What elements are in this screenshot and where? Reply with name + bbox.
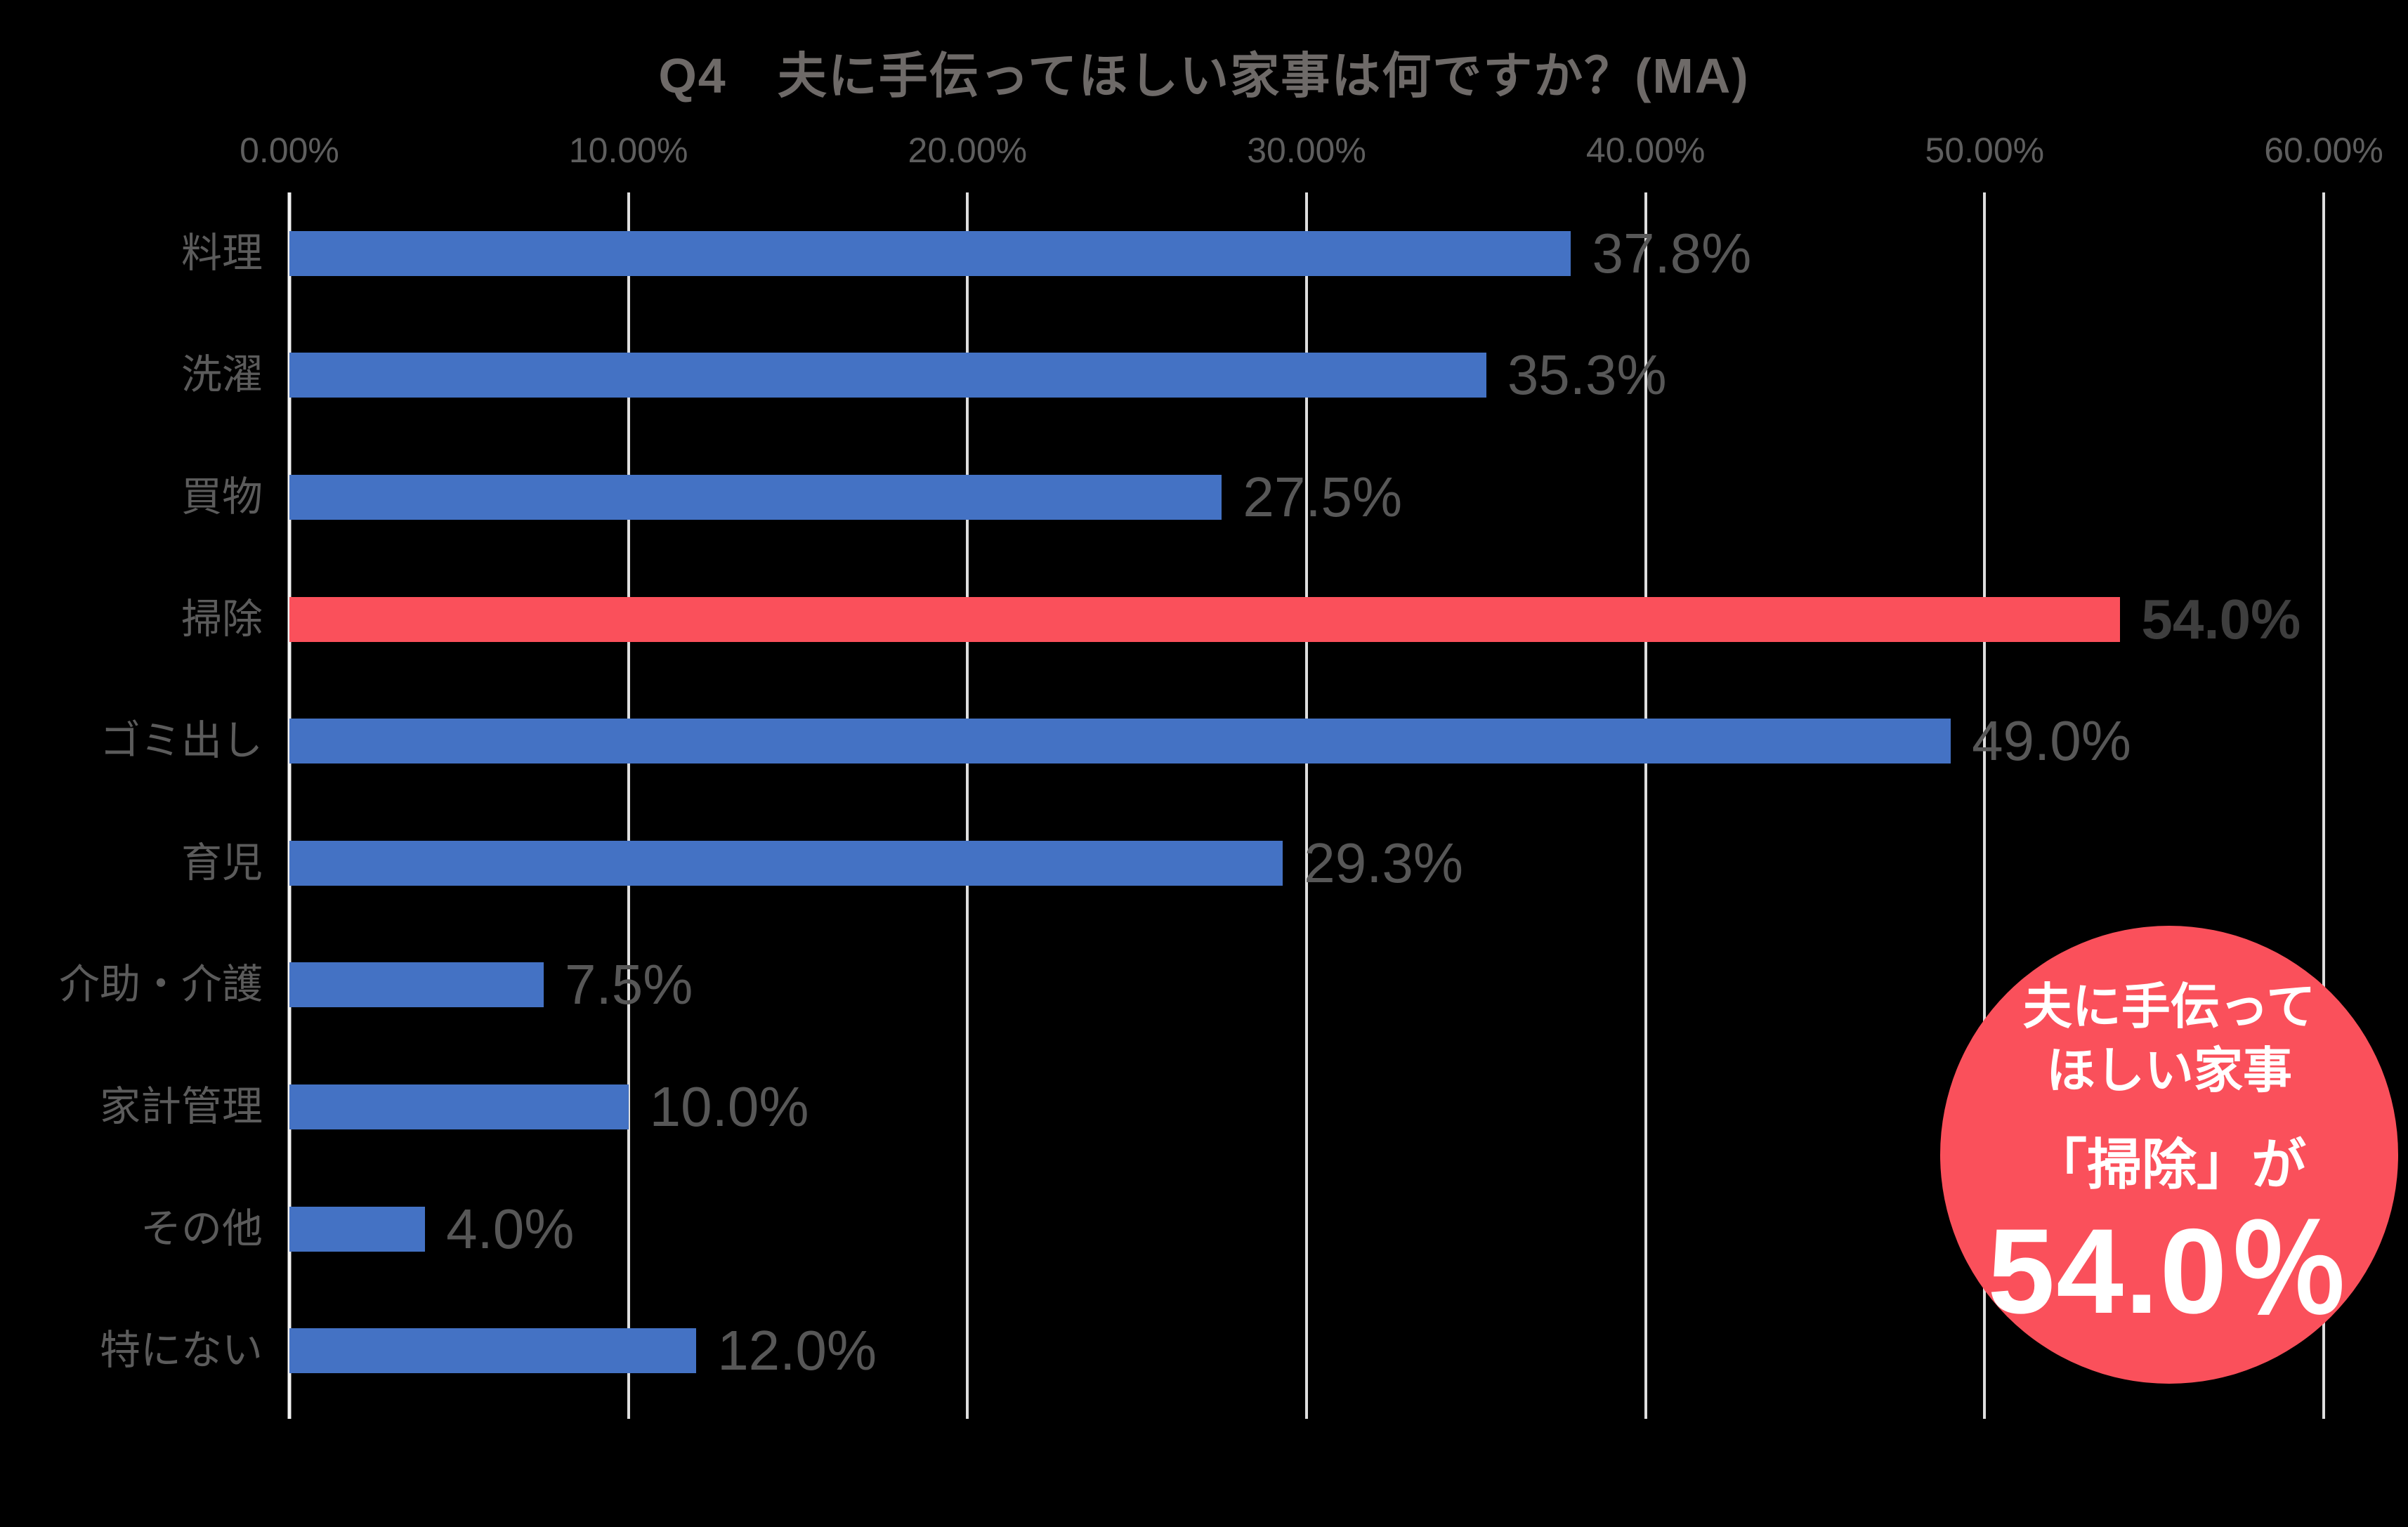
bar-track: 27.5% <box>289 436 2324 558</box>
bar-track: 12.0% <box>289 1290 2324 1412</box>
bar <box>289 1328 697 1374</box>
value-label: 49.0% <box>1972 709 2131 773</box>
bar <box>289 1084 629 1129</box>
x-tick-label: 0.00% <box>240 131 339 170</box>
bar-track: 49.0% <box>289 680 2324 802</box>
bar-highlighted <box>289 596 2121 642</box>
bar <box>289 962 544 1008</box>
bar-track: 35.3% <box>289 315 2324 437</box>
gridline <box>966 192 969 1419</box>
bar-row: 家計管理 10.0% <box>0 1046 2324 1168</box>
badge-line-3: 「掃除」が <box>2031 1133 2306 1195</box>
x-tick-label: 30.00% <box>1247 131 1366 170</box>
bar-track: 37.8% <box>289 192 2324 315</box>
category-label: 家計管理 <box>99 1083 263 1129</box>
badge-line-1: 夫に手伝って <box>2022 978 2316 1034</box>
bar-row: 育児 29.3% <box>0 802 2324 924</box>
value-label: 12.0% <box>717 1319 877 1382</box>
bar-track: 54.0% <box>289 558 2324 681</box>
gridline <box>1305 192 1308 1419</box>
y-axis-line <box>287 192 292 1419</box>
value-label: 4.0% <box>446 1197 575 1260</box>
category-label: 買物 <box>181 473 263 520</box>
x-tick-label: 50.00% <box>1925 131 2045 170</box>
value-label: 10.0% <box>649 1075 809 1138</box>
gridline <box>2322 192 2325 1419</box>
bar-row: 料理 37.8% <box>0 192 2324 315</box>
x-tick-label: 60.00% <box>2264 131 2383 170</box>
x-tick-label: 40.00% <box>1585 131 1706 170</box>
bar-rows: 料理 37.8% 洗濯 35.3% 買物 27.5% 掃除 54.0% ゴミ出し 49.0% 育児 2… <box>0 192 2324 1412</box>
gridline <box>1983 192 1987 1419</box>
category-label: 料理 <box>181 230 263 276</box>
x-tick-label: 20.00% <box>908 131 1028 170</box>
bar <box>289 474 1222 520</box>
value-label: 27.5% <box>1243 465 1403 528</box>
gridline <box>627 192 630 1419</box>
bar-row: 特にない 12.0% <box>0 1290 2324 1412</box>
category-label: ゴミ出し <box>99 718 263 764</box>
bar <box>289 353 1486 398</box>
bar-track: 7.5% <box>289 924 2324 1047</box>
grid-layer <box>287 192 2325 1419</box>
bar-track: 10.0% <box>289 1046 2324 1168</box>
bar-track: 29.3% <box>289 802 2324 924</box>
value-label: 37.8% <box>1592 221 1752 284</box>
bar-row: 洗濯 35.3% <box>0 315 2324 437</box>
highlight-badge: 夫に手伝って ほしい家事 「掃除」が 54.0％ <box>1940 926 2398 1384</box>
gridline <box>1644 192 1647 1419</box>
bar <box>289 230 1571 276</box>
bar-track: 4.0% <box>289 1168 2324 1290</box>
bar-row: ゴミ出し 49.0% <box>0 680 2324 802</box>
bar-row: その他 4.0% <box>0 1168 2324 1290</box>
bar-row: 掃除 54.0% <box>0 558 2324 681</box>
badge-line-2: ほしい家事 <box>2046 1042 2292 1098</box>
badge-value: 54.0％ <box>1987 1203 2351 1339</box>
category-label: 育児 <box>181 839 263 886</box>
value-label: 29.3% <box>1304 831 1464 894</box>
value-label: 7.5% <box>565 953 693 1016</box>
x-tick-label: 10.00% <box>568 131 688 170</box>
category-label: 介助・介護 <box>58 962 263 1008</box>
chart-title: Q4 夫に手伝ってほしい家事は何ですか？(MA) <box>658 48 1750 103</box>
bar <box>289 840 1283 886</box>
bar-row: 買物 27.5% <box>0 436 2324 558</box>
category-label: その他 <box>140 1205 263 1252</box>
bar <box>289 719 1951 764</box>
category-label: 掃除 <box>181 596 263 642</box>
bar <box>289 1206 426 1252</box>
category-label: 洗濯 <box>181 352 263 398</box>
value-label-highlighted: 54.0% <box>2141 587 2301 650</box>
category-label: 特にない <box>99 1328 263 1374</box>
value-label: 35.3% <box>1507 343 1667 407</box>
bar-row: 介助・介護 7.5% <box>0 924 2324 1047</box>
